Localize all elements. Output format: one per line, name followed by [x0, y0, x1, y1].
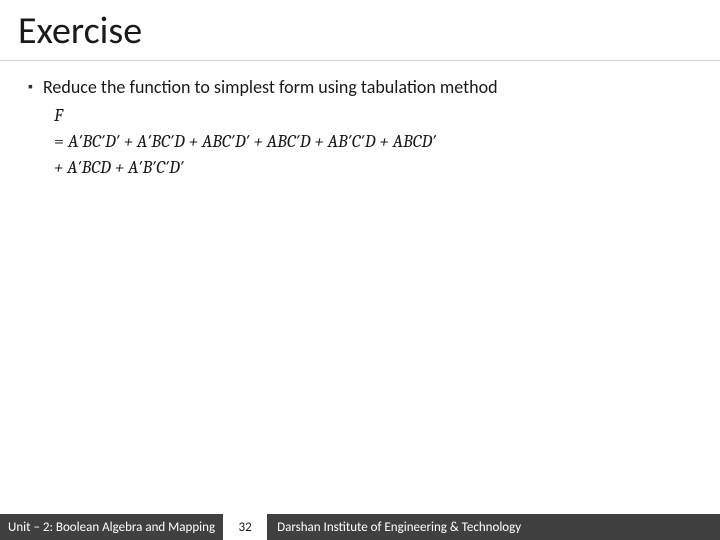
formula-rhs-line1: = A′BC′D′ + A′BC′D + ABC′D′ + ABC′D + AB… — [54, 129, 696, 155]
slide-title: Exercise — [18, 8, 702, 54]
title-area: Exercise — [0, 0, 720, 61]
bullet-text: Reduce the function to simplest form usi… — [43, 75, 498, 99]
bullet-item: ▪ Reduce the function to simplest form u… — [28, 75, 696, 99]
equals-sign: = — [54, 131, 64, 152]
bullet-marker-icon: ▪ — [28, 75, 33, 99]
formula-rhs-line2: + A′BCD + A′B′C′D′ — [54, 155, 696, 181]
formula-block: F = A′BC′D′ + A′BC′D + ABC′D′ + ABC′D + … — [28, 103, 696, 181]
footer-right: Darshan Institute of Engineering & Techn… — [275, 520, 712, 535]
footer-page-number: 32 — [223, 514, 267, 540]
slide-footer: Unit – 2: Boolean Algebra and Mapping 32… — [0, 514, 720, 540]
slide: Exercise ▪ Reduce the function to simple… — [0, 0, 720, 540]
formula-lhs: F — [54, 103, 696, 129]
footer-left: Unit – 2: Boolean Algebra and Mapping — [8, 520, 215, 535]
formula-terms-1: A′BC′D′ + A′BC′D + ABC′D′ + ABC′D + AB′C… — [68, 131, 436, 152]
slide-body: ▪ Reduce the function to simplest form u… — [0, 61, 720, 540]
